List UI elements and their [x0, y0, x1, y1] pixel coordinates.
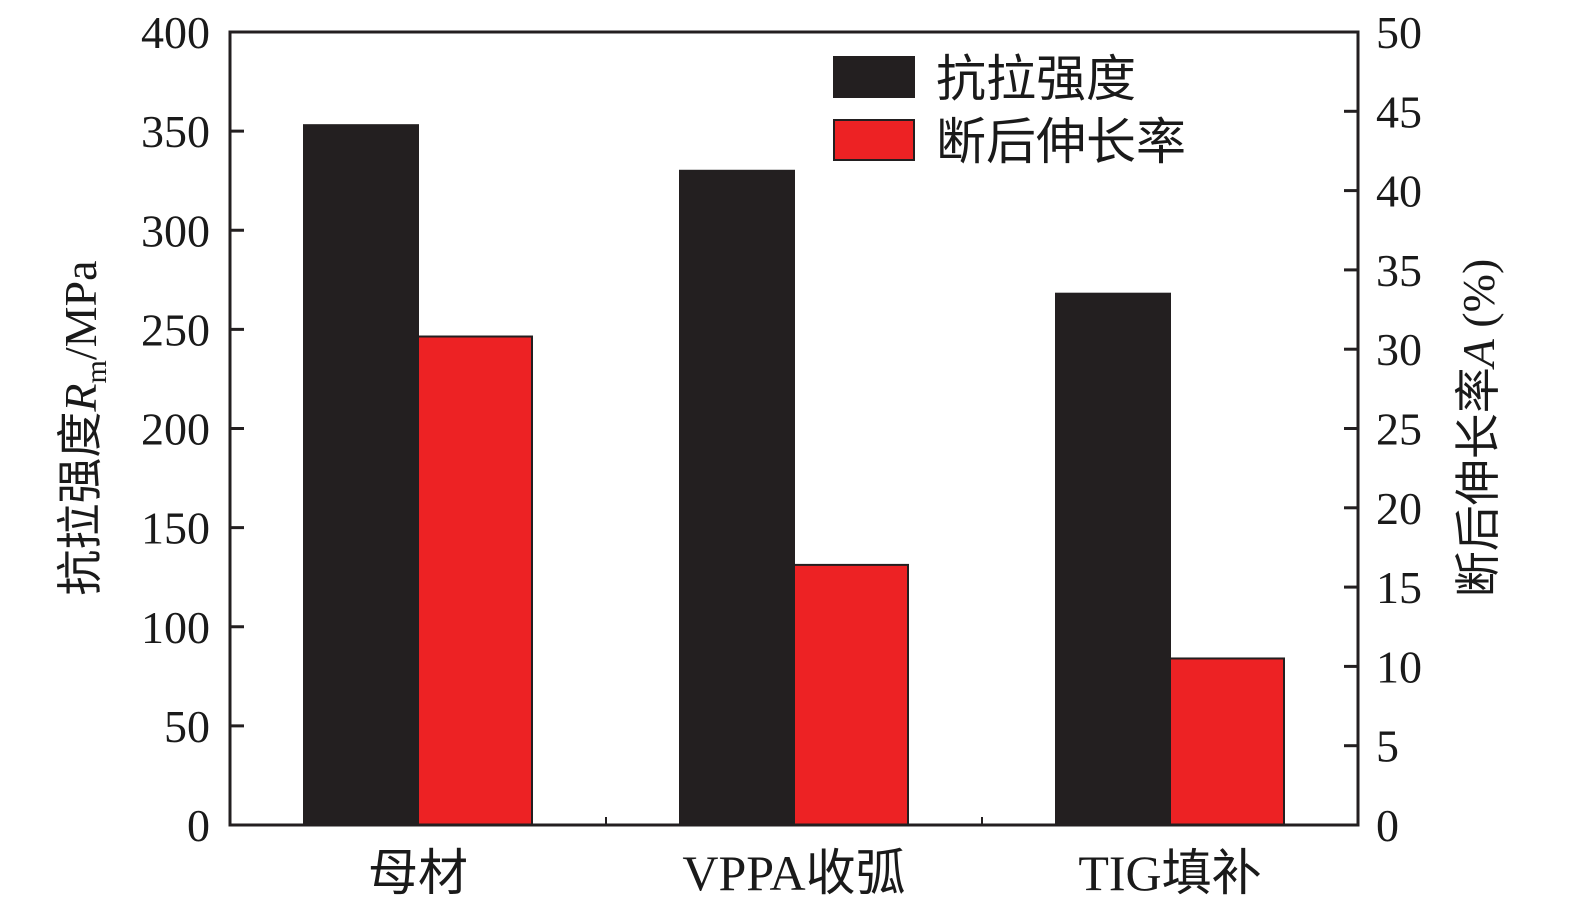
left-tick-label: 400 [141, 7, 210, 58]
x-category-label: TIG填补 [1078, 845, 1261, 901]
right-tick-label: 15 [1376, 562, 1422, 613]
legend-swatch-tensile-strength [833, 56, 915, 98]
legend-swatch-elongation [833, 119, 915, 161]
left-axis-title-prefix: 抗拉强度 [53, 412, 107, 596]
left-axis-title-subscript: m [80, 360, 113, 383]
left-tick-label: 50 [164, 701, 210, 752]
right-tick-label: 35 [1376, 245, 1422, 296]
left-tick-label: 350 [141, 106, 210, 157]
right-tick-label: 30 [1376, 324, 1422, 375]
right-tick-label: 40 [1376, 166, 1422, 217]
left-tick-label: 250 [141, 304, 210, 355]
left-axis-title-suffix: /MPa [55, 260, 106, 360]
right-tick-label: 20 [1376, 483, 1422, 534]
right-tick-label: 10 [1376, 641, 1422, 692]
bar-elongation-2 [1169, 657, 1285, 826]
right-axis-title-symbol: A [1453, 338, 1504, 370]
right-tick-label: 5 [1376, 721, 1399, 772]
left-tick-label: 0 [187, 800, 210, 851]
bars-group [303, 124, 1285, 827]
bar-tensile-strength-0 [303, 124, 419, 827]
x-category-label: VPPA收弧 [682, 845, 905, 901]
legend: 抗拉强度 断后伸长率 [833, 50, 1186, 171]
right-axis-title-suffix: (%) [1453, 259, 1504, 339]
bar-tensile-strength-1 [679, 169, 795, 826]
right-tick-label: 25 [1376, 404, 1422, 455]
right-y-axis: 0 5 10 15 20 25 30 35 40 45 50 [1344, 7, 1422, 851]
left-tick-label: 300 [141, 205, 210, 256]
bar-tensile-strength-2 [1055, 292, 1171, 826]
left-y-axis: 0 50 100 150 200 250 300 350 400 [141, 7, 244, 851]
x-category-label: 母材 [368, 845, 468, 901]
legend-label-elongation: 断后伸长率 [936, 113, 1186, 171]
bar-elongation-0 [417, 335, 533, 826]
bar-elongation-1 [793, 563, 909, 826]
left-tick-label: 200 [141, 404, 210, 455]
left-tick-label: 150 [141, 503, 210, 554]
right-tick-label: 50 [1376, 7, 1422, 58]
left-axis-title: 抗拉强度Rm/MPa [53, 260, 113, 595]
right-tick-label: 45 [1376, 86, 1422, 137]
left-tick-label: 100 [141, 602, 210, 653]
right-axis-title-prefix: 断后伸长率 [1451, 367, 1505, 597]
right-tick-label: 0 [1376, 800, 1399, 851]
legend-label-tensile-strength: 抗拉强度 [936, 50, 1136, 108]
left-axis-title-symbol: R [55, 383, 106, 412]
x-axis: 母材 VPPA收弧 TIG填补 [368, 817, 1262, 901]
right-axis-title: 断后伸长率A (%) [1451, 259, 1505, 598]
